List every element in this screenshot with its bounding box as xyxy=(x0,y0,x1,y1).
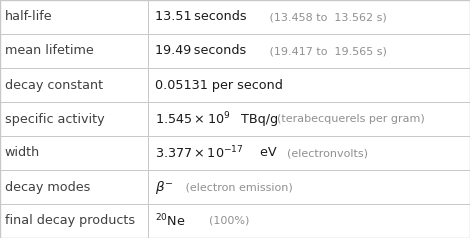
Text: decay modes: decay modes xyxy=(5,180,90,193)
Text: 13.51 seconds: 13.51 seconds xyxy=(155,10,247,24)
Text: half-life: half-life xyxy=(5,10,52,24)
Text: decay constant: decay constant xyxy=(5,79,103,91)
Text: $^{20}$Ne: $^{20}$Ne xyxy=(155,213,186,229)
Text: (electron emission): (electron emission) xyxy=(182,182,293,192)
Text: eV: eV xyxy=(256,147,277,159)
Text: $3.377\times10^{-17}$: $3.377\times10^{-17}$ xyxy=(155,145,243,161)
Text: 0.05131 per second: 0.05131 per second xyxy=(155,79,283,91)
Text: 19.49 seconds: 19.49 seconds xyxy=(155,45,246,58)
Text: (electronvolts): (electronvolts) xyxy=(280,148,368,158)
Text: TBq/g: TBq/g xyxy=(237,113,278,125)
Text: specific activity: specific activity xyxy=(5,113,104,125)
Text: (19.417 to  19.565 s): (19.417 to 19.565 s) xyxy=(266,46,386,56)
Text: final decay products: final decay products xyxy=(5,214,135,228)
Text: mean lifetime: mean lifetime xyxy=(5,45,94,58)
Text: $1.545\times10^{9}$: $1.545\times10^{9}$ xyxy=(155,111,231,127)
Text: $\beta^{-}$: $\beta^{-}$ xyxy=(155,178,173,195)
Text: (terabecquerels per gram): (terabecquerels per gram) xyxy=(270,114,425,124)
Text: (13.458 to  13.562 s): (13.458 to 13.562 s) xyxy=(266,12,386,22)
Text: (100%): (100%) xyxy=(202,216,250,226)
Text: width: width xyxy=(5,147,40,159)
